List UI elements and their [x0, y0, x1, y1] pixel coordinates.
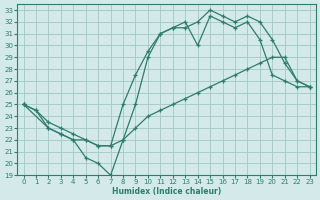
X-axis label: Humidex (Indice chaleur): Humidex (Indice chaleur)	[112, 187, 221, 196]
